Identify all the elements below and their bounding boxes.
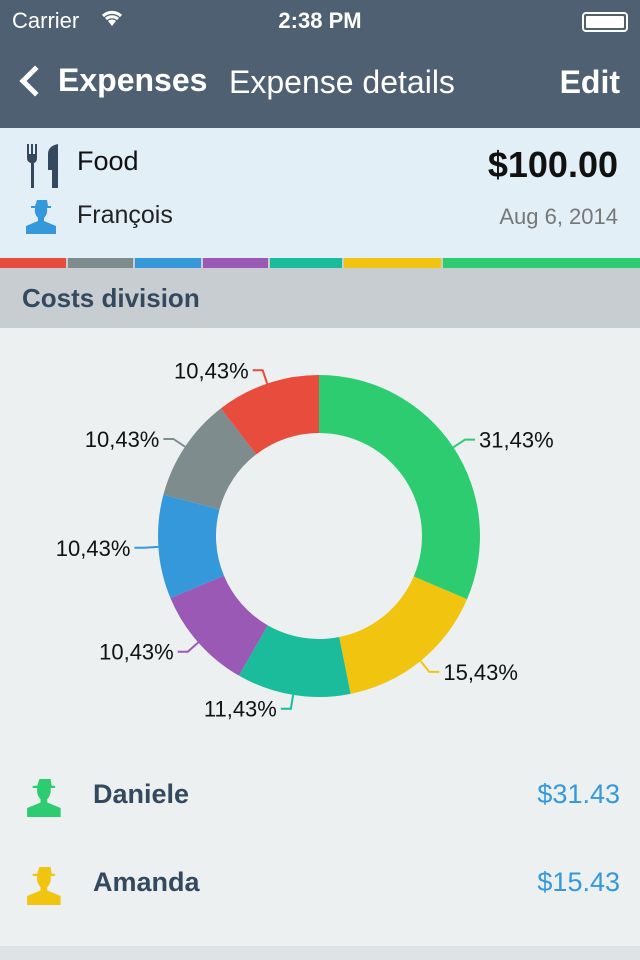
expense-header: Food $100.00 François Aug 6, 2014 [0, 128, 640, 258]
split-segment [442, 258, 640, 268]
person-amount: $31.43 [537, 779, 620, 809]
chevron-left-icon [19, 64, 51, 97]
donut-slice [339, 576, 468, 694]
person-name: Amanda [93, 867, 200, 897]
clock: 2:38 PM [278, 8, 362, 33]
slice-label: 10,43% [85, 427, 160, 452]
slice-label: 10,43% [99, 640, 174, 665]
fork-knife-icon [26, 144, 60, 193]
person-icon [26, 200, 58, 239]
donut-slice [163, 408, 257, 510]
section-header: Costs division [0, 268, 640, 328]
navigation-bar: Carrier 2:38 PM Expenses Expense details… [0, 0, 640, 128]
donut-slice [158, 494, 224, 598]
split-segment [343, 258, 441, 268]
leader-line [280, 694, 295, 710]
page-title: Expense details [229, 64, 455, 100]
battery-icon [582, 12, 628, 32]
leader-line [419, 660, 440, 673]
split-color-bar [0, 258, 640, 268]
split-segment [135, 258, 201, 268]
donut-slice [238, 625, 351, 697]
leader-line [177, 641, 199, 653]
split-segment [67, 258, 133, 268]
carrier-label: Carrier [12, 8, 80, 33]
donut-slice [220, 375, 319, 455]
split-segment [270, 258, 342, 268]
slice-label: 11,43% [204, 697, 277, 722]
back-button[interactable]: Expenses [14, 62, 207, 99]
leader-line [252, 369, 269, 384]
expense-amount: $100.00 [487, 144, 618, 185]
wifi-icon [100, 8, 124, 34]
split-segment [0, 258, 66, 268]
slice-label: 10,43% [174, 358, 249, 383]
person-row-amanda[interactable]: Amanda $15.43 [0, 841, 640, 929]
footer-divider [0, 946, 640, 960]
edit-button[interactable]: Edit [559, 64, 620, 100]
expense-date: Aug 6, 2014 [499, 204, 618, 229]
payer-name: François [77, 201, 173, 229]
split-segment [202, 258, 268, 268]
back-label: Expenses [58, 62, 208, 98]
status-bar: Carrier 2:38 PM [0, 6, 640, 36]
person-icon [26, 779, 64, 822]
person-row-daniele[interactable]: Daniele $31.43 [0, 753, 640, 841]
leader-line [452, 438, 476, 449]
donut-slice [170, 575, 268, 676]
slice-label: 15,43% [443, 660, 518, 685]
person-icon [26, 867, 64, 910]
leader-line [163, 437, 186, 448]
costs-donut-chart: 31,43% 15,43% 11,43% 10,43% 10,43% 10,43% 10,4… [56, 358, 554, 722]
slice-label: 10,43% [56, 536, 131, 561]
slice-label: 31,43% [479, 428, 554, 453]
person-name: Daniele [93, 779, 190, 809]
donut-slice [319, 375, 480, 600]
category-label: Food [77, 146, 139, 176]
person-amount: $15.43 [537, 867, 620, 897]
leader-line [134, 545, 159, 549]
